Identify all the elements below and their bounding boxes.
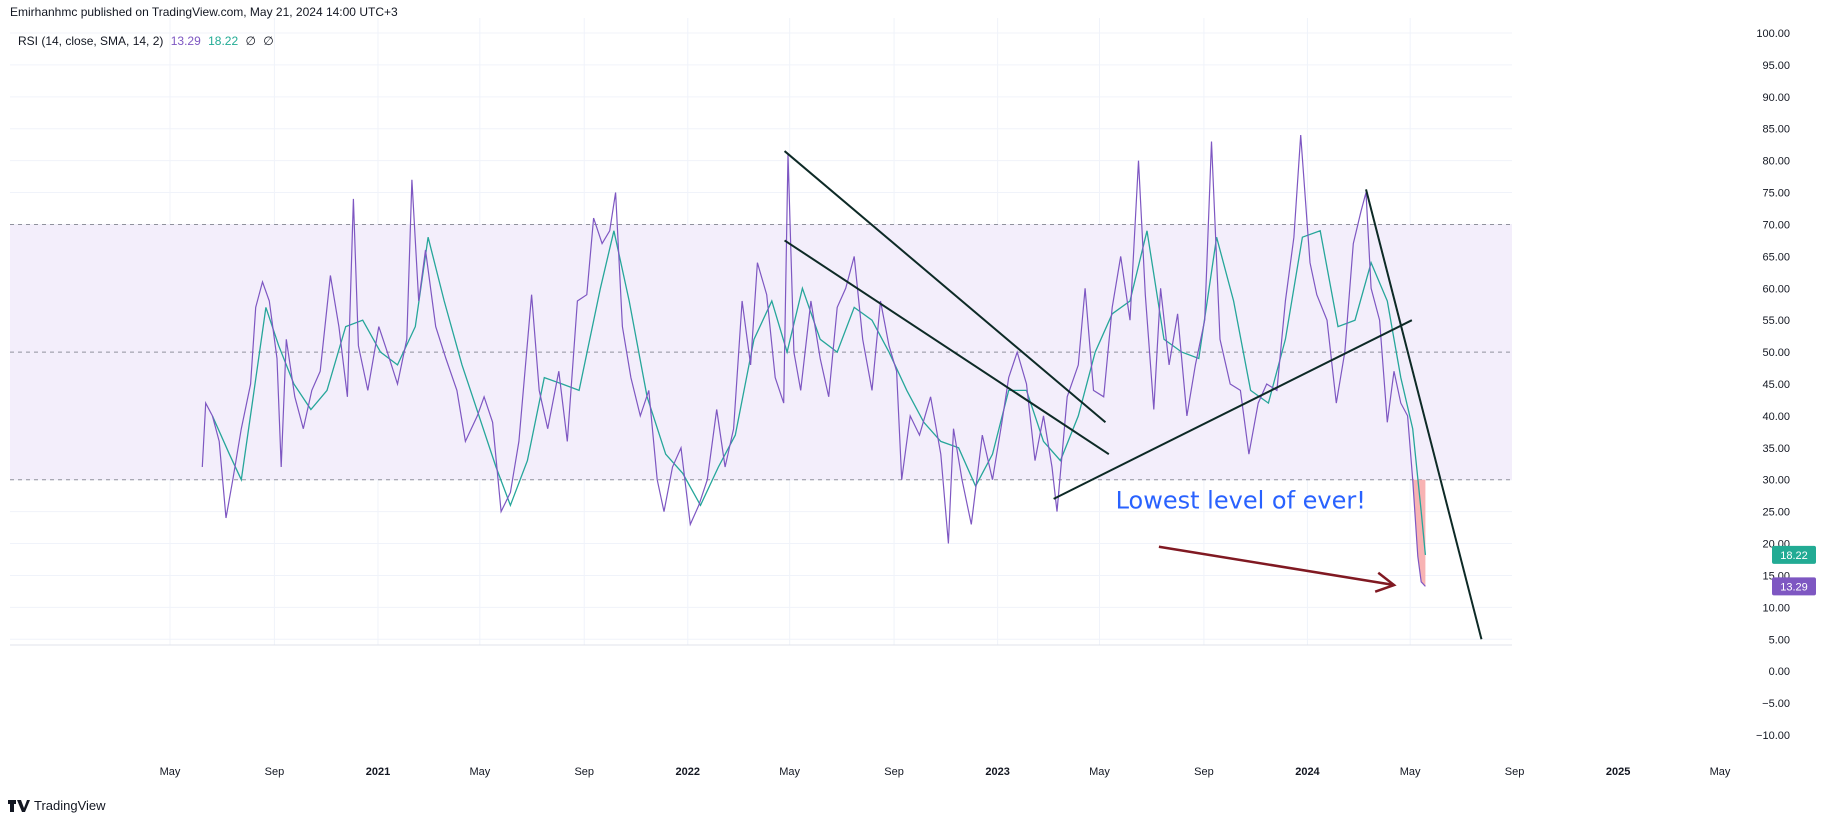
x-tick-label: 2025 (1606, 766, 1630, 778)
y-tick-label: 10.00 (1762, 602, 1790, 614)
annotation-text: Lowest level of ever! (1116, 486, 1366, 514)
y-tick-label: 65.00 (1762, 251, 1790, 263)
y-tick-label: 40.00 (1762, 411, 1790, 423)
rsi-badge-text: 13.29 (1780, 581, 1808, 593)
tradingview-logo-icon (8, 799, 30, 812)
x-tick-label: Sep (265, 766, 285, 778)
y-tick-label: 85.00 (1762, 124, 1790, 136)
y-tick-label: 45.00 (1762, 379, 1790, 391)
y-tick-label: −10.00 (1756, 730, 1790, 742)
tradingview-footer[interactable]: TradingView (8, 798, 106, 813)
rsi-band-lines (10, 223, 1512, 481)
trendline-1[interactable] (783, 150, 1107, 424)
x-tick-label: Sep (1194, 766, 1214, 778)
extra-legend-value-2: ∅ (263, 34, 274, 48)
trendline-4[interactable] (1365, 189, 1483, 640)
x-tick-label: 2024 (1295, 766, 1320, 778)
y-tick-label: 25.00 (1762, 507, 1790, 519)
x-tick-label: Sep (884, 766, 904, 778)
x-tick-label: May (1710, 766, 1731, 778)
x-tick-label: 2021 (366, 766, 390, 778)
x-tick-label: May (779, 766, 800, 778)
y-tick-label: 75.00 (1762, 188, 1790, 200)
ma-legend-value: 18.22 (208, 34, 239, 48)
x-axis[interactable]: May Sep 2021 May Sep 2022 May Sep 2023 May Sep 2024… (160, 766, 1731, 778)
x-tick-label: Sep (1505, 766, 1525, 778)
y-tick-label: 60.00 (1762, 283, 1790, 295)
y-tick-label: 5.00 (1769, 634, 1790, 646)
trendlines[interactable] (783, 150, 1483, 640)
trendline-2[interactable] (784, 239, 1110, 456)
y-tick-label: −5.00 (1762, 698, 1790, 710)
y-tick-label: 80.00 (1762, 156, 1790, 168)
arrow-shaft[interactable] (1158, 545, 1395, 587)
trendline-3[interactable] (1053, 319, 1413, 500)
footer-brand: TradingView (34, 798, 106, 813)
y-tick-label: 55.00 (1762, 315, 1790, 327)
ma-series-line (211, 229, 1427, 555)
arrow-head-icon[interactable] (1374, 571, 1397, 593)
annotations: Lowest level of ever! (1116, 486, 1366, 514)
x-tick-label: 2023 (985, 766, 1009, 778)
y-tick-label: 90.00 (1762, 92, 1790, 104)
rsi-legend-value: 13.29 (170, 34, 201, 48)
oversold-fill (1412, 479, 1426, 587)
ma-badge-text: 18.22 (1780, 550, 1808, 562)
indicator-legend[interactable]: RSI (14, close, SMA, 14, 2) 13.29 18.22 … (18, 34, 278, 48)
rsi-badge-bg (1772, 577, 1816, 596)
x-tick-label: May (469, 766, 490, 778)
price-badges: 18.22 13.29 (1772, 545, 1816, 596)
extra-legend-value-1: ∅ (245, 34, 256, 48)
x-tick-label: May (160, 766, 181, 778)
y-tick-label: 0.00 (1769, 666, 1790, 678)
x-tick-label: May (1089, 766, 1110, 778)
rsi-series-line (201, 135, 1426, 587)
y-tick-label: 30.00 (1762, 475, 1790, 487)
y-tick-label: 35.00 (1762, 443, 1790, 455)
x-tick-label: May (1400, 766, 1421, 778)
y-tick-label: 100.00 (1756, 28, 1790, 40)
y-tick-label: 70.00 (1762, 219, 1790, 231)
publisher-line: Emirhanhmc published on TradingView.com,… (10, 5, 398, 19)
annotation-arrow[interactable] (1158, 545, 1397, 593)
ma-badge-bg (1772, 545, 1816, 564)
y-axis[interactable]: 100.00 95.00 90.00 85.00 80.00 75.00 70.00 65.0… (1756, 28, 1790, 742)
x-tick-label: Sep (574, 766, 594, 778)
y-tick-label: 95.00 (1762, 60, 1790, 72)
y-tick-label: 50.00 (1762, 347, 1790, 359)
indicator-title: RSI (14, close, SMA, 14, 2) (18, 34, 164, 48)
x-tick-label: 2022 (676, 766, 700, 778)
